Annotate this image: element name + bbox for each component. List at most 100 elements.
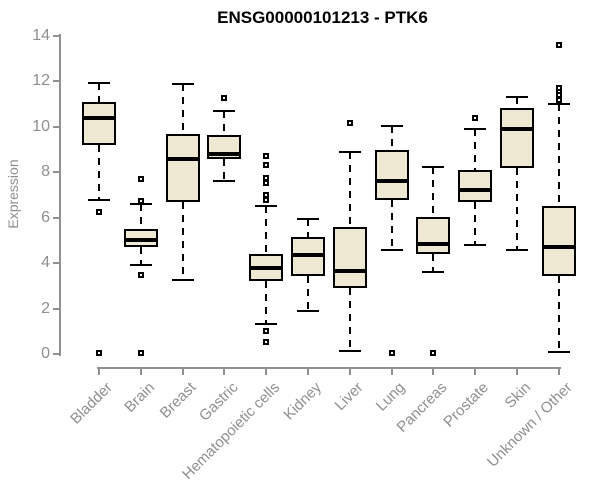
x-tick-label: Bladder [67, 379, 117, 428]
lower-whisker-cap [213, 180, 236, 183]
lower-whisker-line [432, 254, 435, 273]
upper-whisker-cap [213, 109, 236, 112]
lower-whisker-line [516, 167, 518, 250]
y-axis-tick [53, 171, 60, 174]
median-line [418, 241, 449, 246]
outlier-point [96, 209, 102, 216]
y-tick-label: 12 [32, 72, 50, 90]
upper-whisker-cap [338, 150, 361, 153]
iqr-box [458, 170, 493, 202]
upper-whisker-line [516, 97, 518, 108]
upper-whisker-cap [380, 124, 403, 127]
x-tick-label: Lung [373, 379, 409, 415]
outlier-point [263, 179, 270, 186]
iqr-box [82, 101, 116, 146]
y-axis-tick [53, 262, 60, 265]
outlier-point [96, 349, 102, 356]
median-line [502, 127, 532, 132]
upper-whisker-cap [297, 217, 319, 220]
y-tick-label: 4 [41, 254, 50, 272]
outlier-point [137, 197, 144, 204]
y-tick-label: 14 [32, 27, 50, 44]
outlier-point [263, 328, 270, 335]
median-line [460, 188, 491, 193]
outlier-point [263, 338, 270, 345]
upper-whisker-line [557, 104, 560, 207]
lower-whisker-line [223, 158, 226, 182]
upper-whisker-line [98, 82, 100, 102]
upper-whisker-cap [171, 82, 194, 85]
upper-whisker-line [223, 110, 226, 135]
upper-whisker-line [390, 125, 393, 150]
outlier-point [555, 42, 562, 49]
upper-whisker-line [474, 129, 477, 170]
x-axis-tick [474, 369, 477, 375]
outlier-point [263, 196, 270, 203]
median-line [334, 269, 365, 274]
lower-whisker-line [390, 199, 393, 250]
upper-whisker-line [139, 204, 142, 230]
lower-whisker-cap [129, 264, 152, 267]
x-axis-line [97, 367, 561, 369]
x-axis-tick [139, 369, 142, 375]
y-tick-label: 8 [41, 163, 50, 181]
x-axis-tick [390, 369, 393, 375]
iqr-box [332, 226, 367, 289]
lower-whisker-line [307, 275, 309, 311]
median-line [167, 156, 198, 161]
x-tick-label: Kidney [280, 379, 326, 424]
upper-whisker-line [348, 151, 351, 227]
lower-whisker-cap [506, 248, 528, 251]
upper-whisker-cap [129, 203, 152, 206]
iqr-box [416, 216, 451, 255]
iqr-box [123, 229, 158, 248]
upper-whisker-cap [464, 128, 487, 131]
lower-whisker-cap [255, 323, 278, 326]
x-axis-tick [181, 369, 184, 375]
upper-whisker-cap [506, 96, 528, 99]
iqr-box [374, 149, 409, 200]
lower-whisker-cap [297, 309, 319, 312]
outlier-point [137, 349, 144, 356]
x-tick-label: Liver [331, 379, 367, 415]
outlier-point [137, 271, 144, 278]
x-tick-label: Breast [156, 379, 200, 422]
x-axis-tick [265, 369, 268, 375]
y-axis-tick [53, 125, 60, 128]
y-axis-tick [53, 35, 60, 37]
x-tick-label: Skin [501, 379, 535, 412]
y-tick-label: 2 [41, 299, 50, 317]
y-axis-tick [53, 353, 60, 355]
lower-whisker-line [348, 288, 351, 351]
upper-whisker-line [307, 218, 309, 237]
outlier-point [263, 162, 270, 169]
upper-whisker-line [265, 206, 268, 255]
y-axis-tick [53, 307, 60, 310]
lower-whisker-line [139, 247, 142, 266]
outlier-point [137, 176, 144, 183]
y-axis-line [59, 34, 61, 356]
lower-whisker-line [98, 145, 100, 200]
lower-whisker-line [265, 281, 268, 325]
median-line [251, 265, 282, 270]
outlier-point [221, 95, 228, 102]
iqr-box [165, 133, 200, 202]
median-line [209, 152, 240, 157]
x-axis-tick [348, 369, 351, 375]
x-axis-tick [557, 369, 560, 375]
median-line [293, 253, 323, 258]
median-line [84, 115, 114, 120]
iqr-box [541, 206, 576, 276]
upper-whisker-line [181, 83, 184, 134]
y-axis-tick [53, 216, 60, 219]
x-tick-label: Prostate [440, 379, 493, 431]
upper-whisker-cap [547, 103, 570, 106]
outlier-point [555, 96, 562, 103]
x-axis-tick [516, 369, 518, 375]
lower-whisker-line [181, 201, 184, 281]
lower-whisker-cap [547, 350, 570, 353]
median-line [376, 179, 407, 184]
y-tick-label: 0 [41, 345, 50, 362]
median-line [125, 238, 156, 243]
lower-whisker-cap [171, 279, 194, 282]
